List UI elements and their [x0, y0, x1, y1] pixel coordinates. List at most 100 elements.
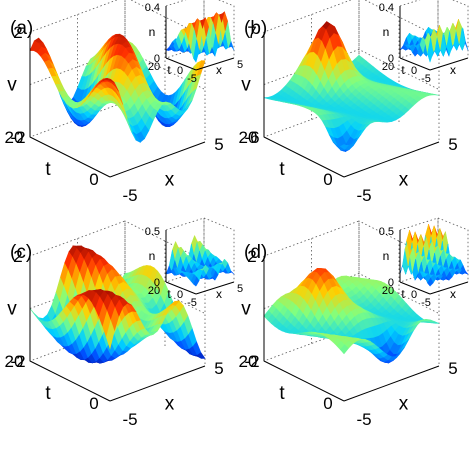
inset-t-label: t — [401, 287, 405, 301]
inset-y-tick-label: 20 — [148, 285, 160, 297]
v-axis-label: v — [7, 299, 17, 320]
inset-z-tick-label: 0.5 — [379, 226, 394, 238]
panel-label: (d) — [244, 242, 267, 263]
inset-x-label: x — [216, 287, 222, 301]
surface-patch — [106, 79, 115, 83]
inset-axes — [399, 230, 469, 295]
inset-patch — [427, 277, 434, 287]
y-tick-label: 0 — [323, 394, 332, 413]
z-tick-label: -2 — [10, 128, 25, 147]
inset-y-tick-label: 20 — [148, 61, 160, 73]
t-axis-label: t — [279, 159, 285, 180]
y-tick-label: 20 — [5, 128, 24, 147]
inset-axes — [165, 6, 235, 71]
inset-axes — [165, 230, 235, 295]
x-tick-label: -5 — [122, 410, 137, 429]
y-tick-label: 20 — [5, 352, 24, 371]
inset-x-tick-label: -5 — [421, 73, 431, 85]
t-axis — [29, 360, 111, 402]
v-axis-label: v — [241, 75, 251, 96]
t-axis-label: t — [279, 383, 285, 404]
inset-x-tick-label: -5 — [187, 297, 197, 309]
inset-n-label: n — [383, 249, 390, 263]
z-tick-label: -2 — [244, 352, 259, 371]
x-tick-label: -5 — [122, 186, 137, 205]
surface — [263, 21, 440, 153]
inset-x-label: x — [450, 63, 456, 77]
inset-t-label: t — [401, 63, 405, 77]
inset-x-label: x — [216, 63, 222, 77]
z-tick-label: 7 — [247, 23, 256, 42]
y-tick-label: 0 — [89, 170, 98, 189]
y-tick-label: 0 — [89, 394, 98, 413]
inset-y-tick-label: 0 — [411, 65, 417, 77]
inset-z-tick-label: 0.4 — [145, 2, 160, 14]
surface-patch — [339, 144, 349, 150]
t-axis-label: t — [45, 159, 51, 180]
v-axis-label: v — [241, 299, 251, 320]
inset-z-tick-label: 0.4 — [379, 2, 394, 14]
x-axis — [109, 141, 206, 178]
inset-y-tick-label: 20 — [382, 61, 394, 73]
inset-t-label: t — [167, 287, 171, 301]
y-tick-label: 0 — [323, 170, 332, 189]
y-tick-label: 20 — [239, 352, 258, 371]
inset-x-tick-label: 5 — [237, 283, 243, 295]
z-tick-label: -6 — [244, 128, 259, 147]
x-axis-label: x — [165, 170, 175, 191]
surface — [29, 245, 206, 364]
inset-y-tick-label: 0 — [177, 289, 183, 301]
z-tick-label: 2 — [13, 23, 22, 42]
inset-z-tick-label: 0 — [154, 277, 160, 289]
surface-patch — [339, 344, 349, 355]
z-tick-label: 2 — [13, 247, 22, 266]
inset-y-tick-label: 0 — [411, 289, 417, 301]
inset-y-tick-label: 0 — [177, 65, 183, 77]
surface-patch — [106, 319, 115, 350]
inset-patch — [193, 39, 200, 63]
inset-z-tick-label: 0 — [154, 53, 160, 65]
v-axis-label: v — [7, 75, 17, 96]
panel-label: (c) — [10, 242, 32, 263]
panel-label: (a) — [10, 18, 33, 39]
inset-x-label: x — [450, 287, 456, 301]
x-axis — [343, 365, 440, 402]
inset-axes — [399, 6, 469, 71]
x-tick-label: 5 — [214, 359, 223, 378]
x-axis-label: x — [399, 170, 409, 191]
inset-z-tick-label: 0 — [388, 277, 394, 289]
z-tick-label: 2 — [247, 247, 256, 266]
inset-z-tick-label: 0 — [388, 53, 394, 65]
x-axis — [343, 141, 440, 178]
inset-x-tick-label: 5 — [237, 59, 243, 71]
inset-n-label: n — [149, 249, 156, 263]
x-tick-label: -5 — [356, 410, 371, 429]
inset-z-tick-label: 0.5 — [145, 226, 160, 238]
x-tick-label: 5 — [448, 135, 457, 154]
t-axis — [29, 136, 111, 178]
z-tick-label: -2 — [10, 352, 25, 371]
panel-label: (b) — [244, 18, 267, 39]
inset-n-label: n — [149, 25, 156, 39]
inset-y-tick-label: 20 — [382, 285, 394, 297]
t-axis — [263, 136, 345, 178]
x-axis — [109, 365, 206, 402]
y-tick-label: 20 — [239, 128, 258, 147]
surface — [263, 267, 440, 364]
inset-x-tick-label: -5 — [187, 73, 197, 85]
t-axis — [263, 360, 345, 402]
x-tick-label: -5 — [356, 186, 371, 205]
x-tick-label: 5 — [214, 135, 223, 154]
inset-n-label: n — [383, 25, 390, 39]
x-tick-label: 5 — [448, 359, 457, 378]
inset-t-label: t — [167, 63, 171, 77]
x-axis-label: x — [165, 394, 175, 415]
